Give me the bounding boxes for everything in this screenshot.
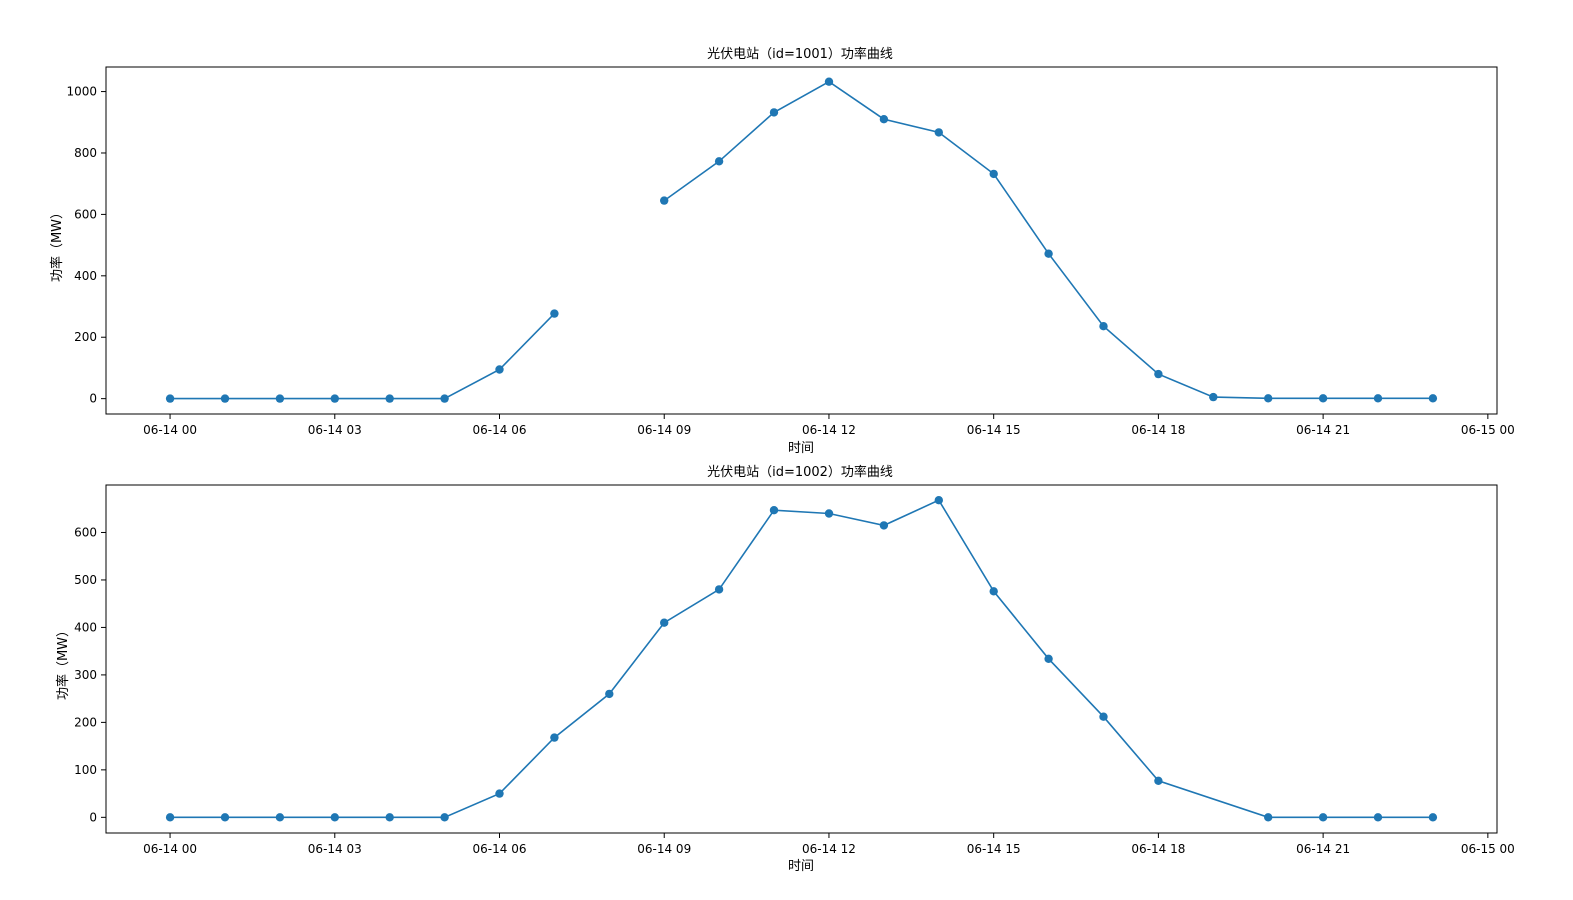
data-point	[1264, 813, 1273, 822]
x-tick-label: 06-15 00	[1461, 423, 1515, 437]
data-point	[879, 521, 889, 530]
y-tick-label: 0	[89, 810, 97, 824]
chart-title: 光伏电站（id=1001）功率曲线	[707, 46, 893, 62]
y-tick-label: 600	[74, 525, 97, 539]
x-axis: 06-14 00 06-14 03 06-14 06 06-14 09 06-14 12…	[143, 833, 1515, 856]
data-point	[1154, 776, 1163, 785]
data-marks	[165, 496, 1438, 822]
data-marks	[165, 77, 1438, 403]
x-tick-label: 06-14 15	[967, 842, 1021, 856]
x-tick-label: 06-14 18	[1131, 842, 1185, 856]
data-point	[769, 506, 779, 515]
data-point	[934, 128, 943, 137]
x-tick-label: 06-14 21	[1296, 842, 1350, 856]
series-line	[170, 313, 555, 400]
x-tick-label: 06-14 03	[308, 842, 362, 856]
data-point	[440, 394, 449, 403]
x-tick-label: 06-14 12	[802, 842, 856, 856]
plot-area	[105, 66, 1498, 415]
y-tick-label: 100	[74, 763, 97, 777]
y-tick-label: 1000	[66, 85, 97, 99]
data-point	[275, 813, 285, 822]
data-point	[385, 394, 394, 403]
y-tick-label: 400	[74, 620, 97, 634]
data-point	[714, 157, 724, 166]
x-tick-label: 06-14 21	[1296, 423, 1350, 437]
data-point	[1099, 322, 1108, 331]
x-axis-label: 时间	[788, 441, 814, 456]
data-point	[1428, 813, 1438, 822]
y-axis-label: 功率（MW）	[55, 624, 71, 700]
data-point	[1318, 813, 1328, 822]
data-point	[769, 108, 779, 117]
y-tick-label: 200	[74, 330, 97, 344]
data-point	[440, 813, 449, 822]
data-point	[660, 196, 669, 205]
y-tick-label: 600	[74, 207, 97, 221]
data-point	[495, 789, 504, 798]
data-point	[1428, 394, 1438, 403]
data-point	[1209, 392, 1218, 402]
y-axis-label: 功率（MW）	[49, 206, 65, 282]
y-tick-label: 200	[74, 715, 97, 729]
x-tick-label: 06-14 12	[802, 423, 856, 437]
series-line	[170, 499, 1433, 819]
y-tick-label: 800	[74, 146, 97, 160]
data-point	[879, 115, 889, 124]
data-point	[989, 587, 998, 596]
chart-1001: 光伏电站（id=1001）功率曲线 06-14 00 06-14 03 06-14 …	[49, 46, 1515, 456]
x-tick-label: 06-14 00	[143, 423, 197, 437]
x-tick-label: 06-14 06	[473, 842, 527, 856]
x-tick-label: 06-14 18	[1131, 423, 1185, 437]
chart-title: 光伏电站（id=1002）功率曲线	[707, 464, 893, 480]
plot-area	[105, 484, 1498, 834]
data-point	[495, 365, 504, 374]
x-axis-label: 时间	[788, 859, 814, 874]
chart-1002: 光伏电站（id=1002）功率曲线 06-14 00 06-14 03 06-14 …	[55, 464, 1515, 874]
data-point	[989, 169, 998, 179]
data-point	[1044, 654, 1053, 663]
data-point	[714, 585, 724, 594]
data-point	[824, 77, 834, 86]
data-point	[275, 394, 285, 403]
y-tick-label: 400	[74, 269, 97, 283]
data-point	[605, 689, 614, 699]
y-tick-label: 500	[74, 573, 97, 587]
y-tick-label: 300	[74, 668, 97, 682]
data-point	[165, 394, 175, 403]
data-point	[550, 309, 559, 318]
x-tick-label: 06-14 09	[637, 842, 691, 856]
x-tick-label: 06-14 03	[308, 423, 362, 437]
y-axis: 0 200 400 600 800 1000	[66, 85, 106, 406]
data-point	[165, 813, 175, 822]
data-point	[1318, 394, 1328, 403]
data-point	[385, 813, 394, 822]
data-point	[1044, 249, 1053, 258]
x-tick-label: 06-14 15	[967, 423, 1021, 437]
data-point	[1373, 813, 1383, 822]
y-tick-label: 0	[89, 392, 97, 406]
data-point	[1264, 394, 1273, 403]
data-point	[550, 733, 559, 742]
data-point	[1373, 394, 1383, 403]
x-tick-label: 06-14 00	[143, 842, 197, 856]
y-axis: 0 100 200 300 400 500 600	[74, 525, 106, 824]
data-point	[220, 394, 230, 403]
x-tick-label: 06-14 09	[637, 423, 691, 437]
series-line	[663, 80, 1433, 400]
data-point	[934, 496, 943, 505]
data-point	[660, 618, 669, 627]
data-point	[824, 509, 834, 518]
data-point	[330, 813, 339, 822]
x-tick-label: 06-15 00	[1461, 842, 1515, 856]
x-axis: 06-14 00 06-14 03 06-14 06 06-14 09 06-14 12…	[143, 414, 1515, 437]
x-tick-label: 06-14 06	[473, 423, 527, 437]
data-point	[1099, 712, 1108, 721]
data-point	[220, 813, 230, 822]
data-point	[1154, 369, 1163, 379]
data-point	[330, 394, 339, 403]
